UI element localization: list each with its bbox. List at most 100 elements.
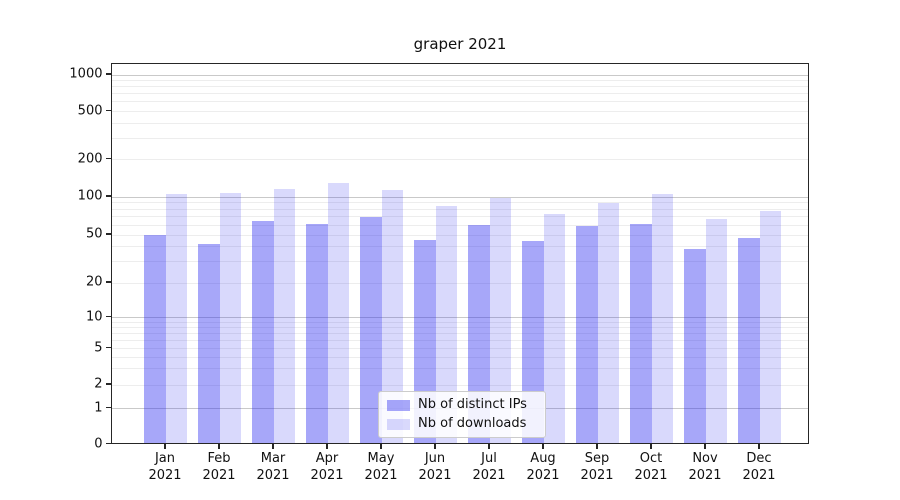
y-tick-label: 5 — [94, 340, 103, 355]
bar-downloads-oct — [651, 194, 673, 443]
legend-swatch-downloads — [387, 418, 410, 430]
x-axis-tick — [380, 443, 382, 449]
minor-gridline — [112, 202, 808, 204]
y-tick-label: 2 — [94, 376, 103, 392]
y-axis-tick — [105, 109, 111, 112]
x-axis-tick — [272, 443, 274, 449]
x-tick-label: Sep 2021 — [580, 450, 614, 483]
minor-gridline — [112, 101, 808, 103]
minor-gridline — [112, 93, 808, 95]
minor-gridline — [112, 348, 808, 349]
bar-ips-may — [360, 217, 382, 443]
plot-area — [111, 63, 809, 444]
minor-gridline — [112, 216, 808, 218]
minor-gridline — [112, 332, 808, 334]
x-tick-label: Jul 2021 — [472, 450, 506, 483]
y-tick-label: 0 — [94, 436, 103, 451]
bar-downloads-may — [381, 190, 403, 443]
legend: Nb of distinct IPs Nb of downloads — [378, 391, 546, 438]
x-axis-tick — [704, 443, 706, 449]
x-tick-label: May 2021 — [364, 450, 398, 483]
y-axis-tick — [105, 157, 111, 160]
y-axis-tick — [105, 73, 111, 75]
legend-label: Nb of downloads — [418, 416, 527, 431]
bar-ips-dec — [738, 237, 760, 443]
major-gridline — [112, 317, 808, 318]
y-tick-label: 500 — [77, 103, 103, 118]
bar-downloads-dec — [759, 210, 781, 443]
x-tick-label: Aug 2021 — [526, 450, 560, 483]
y-axis-tick — [105, 346, 111, 349]
y-axis-tick — [105, 233, 111, 235]
y-tick-label: 10 — [85, 309, 103, 324]
major-gridline — [112, 74, 808, 76]
chart-title: graper 2021 — [413, 35, 507, 53]
bar-ips-jul — [468, 225, 490, 443]
minor-gridline — [112, 234, 808, 236]
x-axis-tick — [434, 443, 436, 449]
y-axis-tick — [105, 442, 111, 445]
minor-gridline — [112, 122, 808, 124]
minor-gridline — [112, 137, 808, 139]
x-axis-tick — [650, 443, 652, 449]
major-gridline — [112, 196, 808, 198]
minor-gridline — [112, 111, 808, 112]
legend-item-ips: Nb of distinct IPs — [387, 397, 537, 413]
minor-gridline — [112, 384, 808, 386]
y-axis-tick — [105, 281, 111, 283]
minor-gridline — [112, 321, 808, 323]
y-axis-tick — [105, 383, 111, 385]
minor-gridline — [112, 326, 808, 328]
legend-swatch-ips — [387, 399, 410, 411]
bar-downloads-mar — [273, 188, 295, 443]
x-tick-label: Apr 2021 — [310, 450, 344, 483]
x-axis-tick — [542, 443, 544, 449]
x-tick-label: Feb 2021 — [202, 450, 236, 483]
minor-gridline — [112, 368, 808, 370]
y-tick-label: 200 — [77, 151, 103, 166]
y-axis-tick — [105, 195, 111, 197]
bar-ips-mar — [252, 220, 274, 443]
bar-downloads-jun — [435, 206, 457, 443]
minor-gridline — [112, 86, 808, 88]
bar-downloads-apr — [327, 182, 349, 443]
x-axis-tick — [596, 443, 598, 449]
bar-downloads-sep — [597, 202, 619, 443]
bar-ips-oct — [630, 224, 652, 443]
bar-downloads-feb — [219, 192, 241, 443]
minor-gridline — [112, 159, 808, 160]
bar-ips-sep — [576, 226, 598, 443]
minor-gridline — [112, 224, 808, 226]
x-axis-tick — [488, 443, 490, 449]
y-axis-tick — [105, 315, 111, 318]
bar-ips-nov — [684, 249, 706, 443]
minor-gridline — [112, 356, 808, 358]
bar-ips-feb — [198, 243, 220, 443]
minor-gridline — [112, 339, 808, 341]
x-tick-label: Jun 2021 — [418, 450, 452, 483]
y-tick-label: 50 — [85, 226, 103, 242]
x-tick-label: Dec 2021 — [742, 450, 776, 483]
y-tick-label: 1000 — [69, 66, 103, 82]
legend-label: Nb of distinct IPs — [418, 397, 527, 412]
minor-gridline — [112, 261, 808, 263]
x-tick-label: Oct 2021 — [634, 450, 668, 483]
x-axis-tick — [758, 443, 760, 449]
y-tick-label: 100 — [77, 188, 103, 204]
bar-ips-jan — [144, 234, 166, 443]
x-axis-tick — [326, 443, 328, 449]
x-tick-label: Mar 2021 — [256, 450, 290, 483]
x-axis-tick — [164, 443, 166, 449]
x-tick-label: Jan 2021 — [148, 450, 182, 483]
minor-gridline — [112, 282, 808, 284]
minor-gridline — [112, 208, 808, 210]
bar-downloads-jan — [165, 194, 187, 443]
minor-gridline — [112, 246, 808, 248]
legend-item-downloads: Nb of downloads — [387, 416, 537, 432]
x-tick-label: Nov 2021 — [688, 450, 722, 483]
bar-downloads-aug — [543, 213, 565, 443]
bar-ips-apr — [306, 223, 328, 443]
y-tick-label: 20 — [85, 274, 103, 290]
x-axis-tick — [218, 443, 220, 449]
